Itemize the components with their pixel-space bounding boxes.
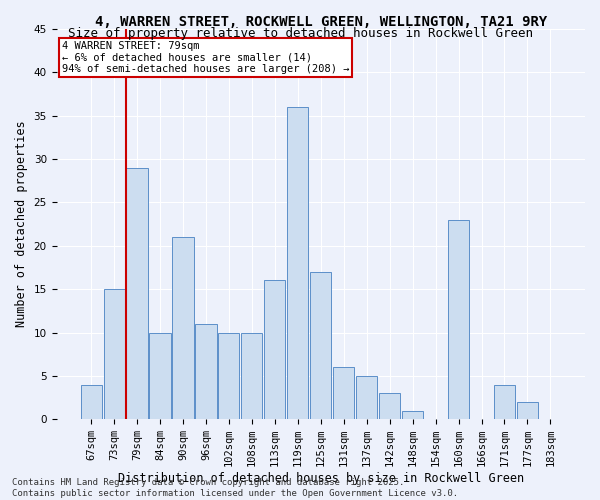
Bar (241, 332, 262, 419)
Bar (287, 107, 308, 419)
X-axis label: Distribution of detached houses by size in Rockwell Green: Distribution of detached houses by size … (118, 472, 524, 485)
Bar (333, 367, 354, 419)
Bar (494, 384, 515, 419)
Bar (149, 332, 170, 419)
Bar (356, 376, 377, 419)
Bar (310, 272, 331, 419)
Bar (517, 402, 538, 419)
Bar (218, 332, 239, 419)
Bar (448, 220, 469, 419)
Bar (172, 237, 194, 419)
Text: 4 WARREN STREET: 79sqm
← 6% of detached houses are smaller (14)
94% of semi-deta: 4 WARREN STREET: 79sqm ← 6% of detached … (62, 40, 349, 74)
Y-axis label: Number of detached properties: Number of detached properties (15, 121, 28, 328)
Bar (379, 393, 400, 419)
Title: 4, WARREN STREET, ROCKWELL GREEN, WELLINGTON, TA21 9RY: 4, WARREN STREET, ROCKWELL GREEN, WELLIN… (95, 15, 547, 29)
Bar (127, 168, 148, 419)
Bar (80, 384, 101, 419)
Bar (196, 324, 217, 419)
Text: Size of property relative to detached houses in Rockwell Green: Size of property relative to detached ho… (67, 28, 533, 40)
Bar (104, 289, 125, 419)
Text: Contains HM Land Registry data © Crown copyright and database right 2025.
Contai: Contains HM Land Registry data © Crown c… (12, 478, 458, 498)
Bar (264, 280, 286, 419)
Bar (402, 410, 423, 419)
